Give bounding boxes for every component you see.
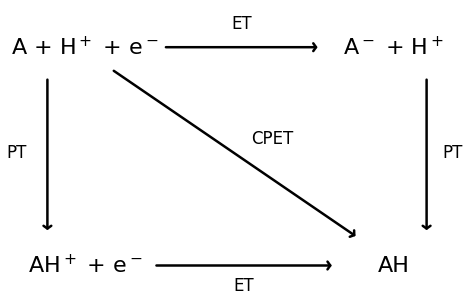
- Text: ET: ET: [231, 14, 252, 33]
- Text: A + H$^+$ + e$^-$: A + H$^+$ + e$^-$: [11, 36, 159, 59]
- Text: PT: PT: [443, 144, 463, 163]
- Text: AH$^+$ + e$^-$: AH$^+$ + e$^-$: [28, 254, 143, 277]
- Text: AH: AH: [377, 255, 410, 276]
- Text: ET: ET: [234, 277, 255, 295]
- Text: PT: PT: [7, 144, 27, 163]
- Text: CPET: CPET: [251, 130, 294, 148]
- Text: A$^-$ + H$^+$: A$^-$ + H$^+$: [343, 36, 444, 59]
